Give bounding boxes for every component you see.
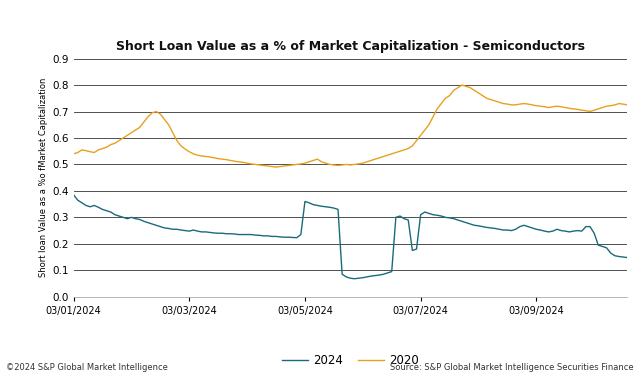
2024	[470, 223, 478, 228]
2024	[70, 192, 77, 197]
2020	[198, 154, 205, 158]
2024	[623, 255, 631, 260]
2020	[623, 102, 631, 107]
2020	[70, 152, 77, 156]
Legend: 2024, 2020: 2024, 2020	[277, 349, 424, 372]
2020	[458, 83, 466, 87]
2024	[367, 274, 375, 278]
Text: ©2024 S&P Global Market Intelligence: ©2024 S&P Global Market Intelligence	[6, 363, 168, 372]
Text: Source: S&P Global Market Intelligence Securities Finance: Source: S&P Global Market Intelligence S…	[390, 363, 634, 372]
2020	[388, 152, 396, 156]
2020	[595, 107, 602, 111]
2020	[475, 91, 483, 95]
Line: 2024: 2024	[74, 195, 627, 279]
2020	[272, 165, 280, 169]
2020	[557, 104, 565, 109]
2024	[590, 231, 598, 235]
Title: Short Loan Value as a % of Market Capitalization - Semiconductors: Short Loan Value as a % of Market Capita…	[116, 40, 585, 53]
2020	[367, 158, 375, 163]
2024	[388, 269, 396, 274]
Line: 2020: 2020	[74, 85, 627, 167]
2024	[553, 227, 561, 231]
2024	[198, 230, 205, 234]
Y-axis label: Short loan Value as a %o fMarket Capitalization: Short loan Value as a %o fMarket Capital…	[39, 78, 48, 277]
2024	[351, 276, 358, 281]
